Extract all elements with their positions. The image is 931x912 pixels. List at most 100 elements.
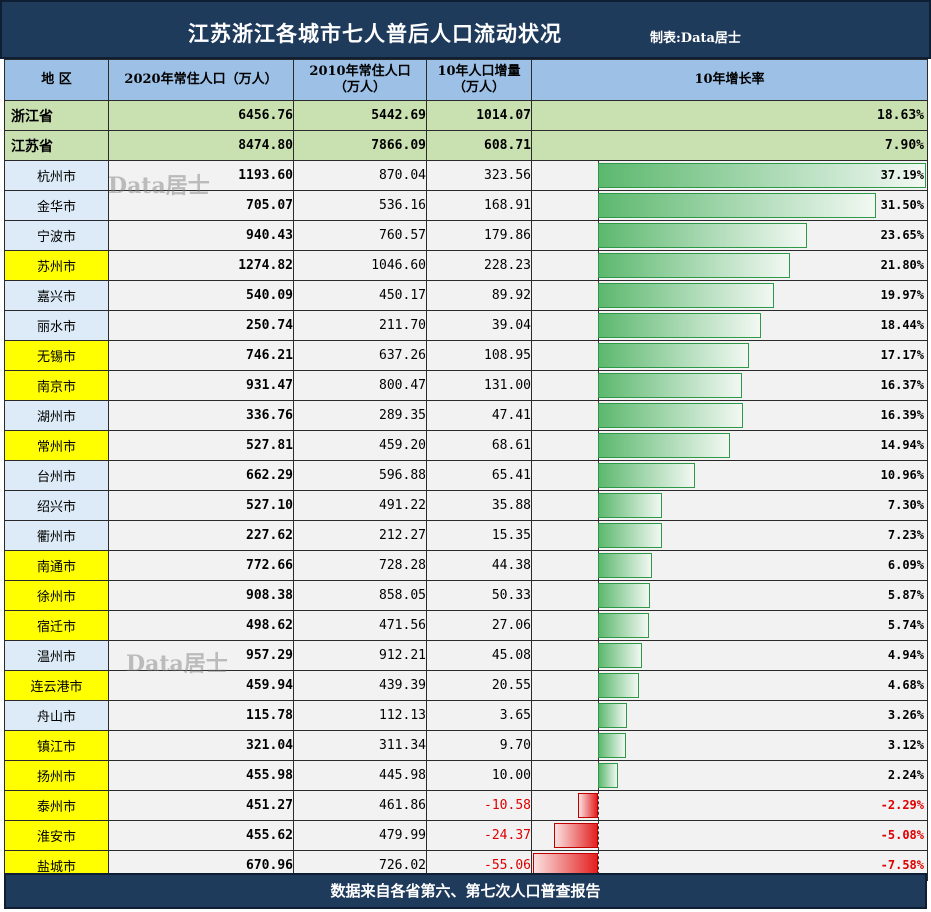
increase-cell[interactable]: 228.23 xyxy=(426,250,532,281)
increase-cell[interactable]: 65.41 xyxy=(426,460,532,491)
header-pop2020[interactable]: 2020年常住人口（万人） xyxy=(108,59,294,101)
pop2020-cell[interactable]: 527.81 xyxy=(108,430,294,461)
city-name-cell[interactable]: 衢州市 xyxy=(4,520,109,551)
pop2020-cell[interactable]: 772.66 xyxy=(108,550,294,581)
pop2010-cell[interactable]: 461.86 xyxy=(293,790,427,821)
city-name-cell[interactable]: 绍兴市 xyxy=(4,490,109,521)
city-name-cell[interactable]: 温州市 xyxy=(4,640,109,671)
province-name-cell[interactable]: 江苏省 xyxy=(4,130,109,161)
pop2010-cell[interactable]: 491.22 xyxy=(293,490,427,521)
growth-cell[interactable]: 18.63% xyxy=(531,100,928,131)
increase-cell[interactable]: 35.88 xyxy=(426,490,532,521)
pop2010-cell[interactable]: 445.98 xyxy=(293,760,427,791)
pop2020-cell[interactable]: 250.74 xyxy=(108,310,294,341)
pop2020-cell[interactable]: 498.62 xyxy=(108,610,294,641)
growth-cell[interactable]: 17.17% xyxy=(531,340,928,371)
pop2020-cell[interactable]: 527.10 xyxy=(108,490,294,521)
increase-cell[interactable]: 3.65 xyxy=(426,700,532,731)
pop2020-cell[interactable]: 705.07 xyxy=(108,190,294,221)
pop2020-cell[interactable]: 227.62 xyxy=(108,520,294,551)
pop2010-cell[interactable]: 858.05 xyxy=(293,580,427,611)
header-increase[interactable]: 10年人口增量（万人） xyxy=(426,59,532,101)
city-name-cell[interactable]: 无锡市 xyxy=(4,340,109,371)
pop2020-cell[interactable]: 1274.82 xyxy=(108,250,294,281)
growth-cell[interactable]: 16.37% xyxy=(531,370,928,401)
growth-cell[interactable]: 18.44% xyxy=(531,310,928,341)
pop2010-cell[interactable]: 728.28 xyxy=(293,550,427,581)
pop2010-cell[interactable]: 439.39 xyxy=(293,670,427,701)
growth-cell[interactable]: 3.26% xyxy=(531,700,928,731)
increase-cell[interactable]: 39.04 xyxy=(426,310,532,341)
pop2010-cell[interactable]: 912.21 xyxy=(293,640,427,671)
pop2010-cell[interactable]: 7866.09 xyxy=(293,130,427,161)
growth-cell[interactable]: -2.29% xyxy=(531,790,928,821)
city-name-cell[interactable]: 宿迁市 xyxy=(4,610,109,641)
pop2010-cell[interactable]: 536.16 xyxy=(293,190,427,221)
city-name-cell[interactable]: 镇江市 xyxy=(4,730,109,761)
pop2010-cell[interactable]: 211.70 xyxy=(293,310,427,341)
city-name-cell[interactable]: 南京市 xyxy=(4,370,109,401)
pop2010-cell[interactable]: 870.04 xyxy=(293,160,427,191)
city-name-cell[interactable]: 南通市 xyxy=(4,550,109,581)
header-region[interactable]: 地 区 xyxy=(4,59,109,101)
pop2010-cell[interactable]: 637.26 xyxy=(293,340,427,371)
pop2020-cell[interactable]: 540.09 xyxy=(108,280,294,311)
city-name-cell[interactable]: 舟山市 xyxy=(4,700,109,731)
growth-cell[interactable]: 21.80% xyxy=(531,250,928,281)
city-name-cell[interactable]: 扬州市 xyxy=(4,760,109,791)
increase-cell[interactable]: 131.00 xyxy=(426,370,532,401)
pop2020-cell[interactable]: 336.76 xyxy=(108,400,294,431)
growth-cell[interactable]: 4.94% xyxy=(531,640,928,671)
pop2020-cell[interactable]: 746.21 xyxy=(108,340,294,371)
pop2010-cell[interactable]: 212.27 xyxy=(293,520,427,551)
pop2020-cell[interactable]: 455.62 xyxy=(108,820,294,851)
increase-cell[interactable]: 44.38 xyxy=(426,550,532,581)
pop2020-cell[interactable]: 931.47 xyxy=(108,370,294,401)
growth-cell[interactable]: 4.68% xyxy=(531,670,928,701)
pop2020-cell[interactable]: 662.29 xyxy=(108,460,294,491)
increase-cell[interactable]: 89.92 xyxy=(426,280,532,311)
pop2020-cell[interactable]: 115.78 xyxy=(108,700,294,731)
increase-cell[interactable]: 179.86 xyxy=(426,220,532,251)
pop2010-cell[interactable]: 471.56 xyxy=(293,610,427,641)
increase-cell[interactable]: 323.56 xyxy=(426,160,532,191)
increase-cell[interactable]: 108.95 xyxy=(426,340,532,371)
increase-cell[interactable]: 20.55 xyxy=(426,670,532,701)
increase-cell[interactable]: 608.71 xyxy=(426,130,532,161)
pop2010-cell[interactable]: 112.13 xyxy=(293,700,427,731)
growth-cell[interactable]: 2.24% xyxy=(531,760,928,791)
increase-cell[interactable]: 27.06 xyxy=(426,610,532,641)
increase-cell[interactable]: 15.35 xyxy=(426,520,532,551)
pop2020-cell[interactable]: 451.27 xyxy=(108,790,294,821)
increase-cell[interactable]: 10.00 xyxy=(426,760,532,791)
increase-cell[interactable]: -24.37 xyxy=(426,820,532,851)
city-name-cell[interactable]: 徐州市 xyxy=(4,580,109,611)
province-name-cell[interactable]: 浙江省 xyxy=(4,100,109,131)
pop2010-cell[interactable]: 289.35 xyxy=(293,400,427,431)
pop2010-cell[interactable]: 311.34 xyxy=(293,730,427,761)
city-name-cell[interactable]: 连云港市 xyxy=(4,670,109,701)
increase-cell[interactable]: 168.91 xyxy=(426,190,532,221)
header-pop2010[interactable]: 2010年常住人口（万人） xyxy=(293,59,427,101)
city-name-cell[interactable]: 苏州市 xyxy=(4,250,109,281)
pop2020-cell[interactable]: 1193.60 xyxy=(108,160,294,191)
city-name-cell[interactable]: 嘉兴市 xyxy=(4,280,109,311)
header-growth[interactable]: 10年增长率 xyxy=(531,59,928,101)
increase-cell[interactable]: 50.33 xyxy=(426,580,532,611)
growth-cell[interactable]: 14.94% xyxy=(531,430,928,461)
increase-cell[interactable]: 68.61 xyxy=(426,430,532,461)
pop2020-cell[interactable]: 6456.76 xyxy=(108,100,294,131)
city-name-cell[interactable]: 金华市 xyxy=(4,190,109,221)
pop2020-cell[interactable]: 908.38 xyxy=(108,580,294,611)
pop2020-cell[interactable]: 321.04 xyxy=(108,730,294,761)
growth-cell[interactable]: 16.39% xyxy=(531,400,928,431)
city-name-cell[interactable]: 常州市 xyxy=(4,430,109,461)
city-name-cell[interactable]: 杭州市 xyxy=(4,160,109,191)
city-name-cell[interactable]: 台州市 xyxy=(4,460,109,491)
pop2010-cell[interactable]: 450.17 xyxy=(293,280,427,311)
growth-cell[interactable]: 6.09% xyxy=(531,550,928,581)
city-name-cell[interactable]: 宁波市 xyxy=(4,220,109,251)
pop2010-cell[interactable]: 760.57 xyxy=(293,220,427,251)
pop2010-cell[interactable]: 1046.60 xyxy=(293,250,427,281)
growth-cell[interactable]: 5.74% xyxy=(531,610,928,641)
